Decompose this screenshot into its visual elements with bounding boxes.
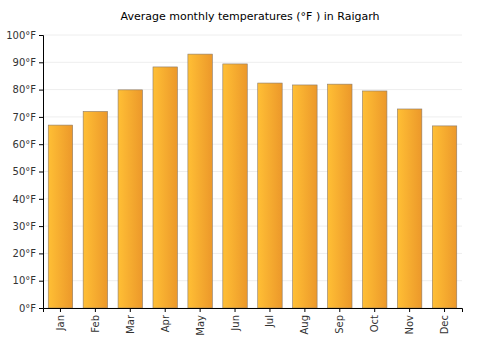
y-tick-mark — [39, 253, 43, 254]
y-tick-label: 40°F — [13, 194, 37, 205]
y-tick-label: 60°F — [13, 139, 37, 150]
x-tick-label: Aug — [299, 315, 310, 335]
y-tick-mark — [39, 35, 43, 36]
x-tick-mark — [235, 308, 236, 312]
x-tick-label: Nov — [404, 315, 415, 335]
y-tick-mark — [39, 62, 43, 63]
x-tick-label: Mar — [125, 314, 136, 334]
bar — [362, 91, 386, 308]
y-tick: 20°F — [13, 248, 43, 259]
x-tick-mark — [130, 308, 131, 312]
y-tick-mark — [39, 199, 43, 200]
x-tick: Jun — [230, 308, 241, 332]
x-tick-label: Oct — [369, 315, 380, 332]
x-tick-mark — [444, 308, 445, 312]
bar — [48, 125, 72, 308]
grid — [43, 35, 462, 308]
y-tick-label: 10°F — [13, 275, 37, 286]
bars — [48, 54, 457, 308]
y-tick: 30°F — [13, 221, 43, 232]
y-tick-label: 80°F — [13, 84, 37, 95]
bar — [328, 84, 352, 308]
y-tick: 70°F — [13, 112, 43, 123]
x-tick-label: Sep — [334, 315, 345, 334]
bar — [188, 54, 212, 308]
y-axis: 0°F 10°F 20°F 30°F 40°F 50°F 60°F 70°F 80°F 90°F 1… — [6, 30, 43, 314]
x-tick: Dec — [439, 308, 450, 334]
x-axis-line — [44, 309, 463, 313]
y-tick-label: 50°F — [13, 166, 37, 177]
x-tick-mark — [304, 308, 305, 312]
x-tick-mark — [60, 308, 61, 312]
x-tick-label: Jul — [264, 315, 275, 328]
bar — [83, 111, 107, 308]
x-tick: Apr — [160, 308, 171, 332]
x-tick: Nov — [404, 308, 415, 335]
y-tick: 50°F — [13, 166, 43, 177]
plot: 0°F 10°F 20°F 30°F 40°F 50°F 60°F 70°F 80°F 90°F 1… — [6, 30, 462, 336]
y-tick-mark — [39, 117, 43, 118]
x-tick-mark — [409, 308, 410, 312]
x-tick-mark — [269, 308, 270, 312]
y-tick-mark — [39, 90, 43, 91]
x-tick-label: Dec — [439, 315, 450, 334]
y-tick-label: 100°F — [6, 30, 36, 41]
x-tick-label: Feb — [90, 315, 101, 333]
y-tick-mark — [39, 226, 43, 227]
title: Average monthly temperatures (°F ) in Ra… — [121, 10, 380, 23]
x-tick-mark — [165, 308, 166, 312]
y-tick-mark — [39, 144, 43, 145]
bar — [397, 109, 421, 308]
bar — [258, 83, 282, 308]
x-tick-label: Jan — [55, 315, 66, 331]
x-tick: May — [195, 308, 206, 336]
x-tick-label: Jun — [230, 315, 241, 332]
bar — [432, 126, 456, 308]
y-tick: 100°F — [6, 30, 43, 41]
y-tick: 40°F — [13, 194, 43, 205]
y-tick: 0°F — [19, 303, 43, 314]
x-tick-mark — [339, 308, 340, 312]
x-tick-label: Apr — [160, 314, 171, 332]
y-tick: 80°F — [13, 84, 43, 95]
grid-line — [43, 35, 462, 36]
x-tick-label: May — [195, 315, 206, 336]
y-tick-label: 20°F — [13, 248, 37, 259]
x-tick: Oct — [369, 308, 380, 332]
y-tick-mark — [39, 172, 43, 173]
x-tick-mark — [200, 308, 201, 312]
chart: Average monthly temperatures (°F ) in Ra… — [0, 0, 500, 350]
y-tick: 90°F — [13, 57, 43, 68]
x-tick: Sep — [334, 308, 345, 334]
x-tick-mark — [95, 308, 96, 312]
x-tick-mark — [374, 308, 375, 312]
grid-line — [43, 89, 462, 90]
y-tick: 60°F — [13, 139, 43, 150]
bar — [118, 90, 142, 308]
x-axis: Jan Feb Mar Apr May Jun Jul Aug Sep Oct Nov Dec — [44, 308, 463, 336]
y-tick-label: 30°F — [13, 221, 37, 232]
y-tick: 10°F — [13, 275, 43, 286]
bar — [293, 85, 317, 308]
y-tick-label: 0°F — [19, 303, 36, 314]
x-tick: Aug — [299, 308, 310, 335]
bar — [153, 67, 177, 308]
x-tick: Feb — [90, 308, 101, 333]
x-tick: Jul — [264, 308, 275, 328]
bar — [223, 64, 247, 308]
y-tick-mark — [39, 281, 43, 282]
y-axis-line — [39, 36, 44, 309]
grid-line — [43, 62, 462, 63]
y-tick-label: 90°F — [13, 57, 37, 68]
x-tick: Jan — [55, 308, 66, 331]
y-tick-mark — [39, 308, 43, 309]
y-tick-label: 70°F — [13, 112, 37, 123]
x-tick: Mar — [125, 308, 136, 334]
